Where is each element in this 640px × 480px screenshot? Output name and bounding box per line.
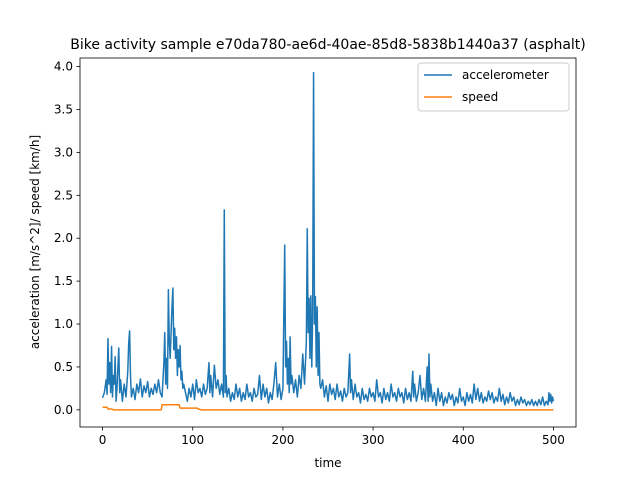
y-tick-label: 3.5 (54, 102, 73, 116)
series-line-accelerometer (101, 71, 555, 407)
y-axis-label: acceleration [m/s^2]/ speed [km/h] (28, 135, 42, 349)
legend-label-speed: speed (462, 90, 498, 104)
y-axis: 0.0 0.5 1.0 1.5 2.0 2.5 3.0 3.5 4.0 (54, 60, 80, 417)
y-tick-label: 2.0 (54, 231, 73, 245)
plot-frame (79, 57, 577, 428)
legend-label-accelerometer: accelerometer (462, 68, 549, 82)
plot-area (79, 57, 577, 428)
x-tick-label: 0 (99, 433, 107, 447)
y-tick-label: 2.5 (54, 188, 73, 202)
x-tick-label: 100 (181, 433, 204, 447)
y-tick-label: 1.0 (54, 317, 73, 331)
y-tick-label: 4.0 (54, 60, 73, 74)
x-tick-label: 200 (271, 433, 294, 447)
chart-title: Bike activity sample e70da780-ae6d-40ae-… (70, 37, 586, 53)
y-tick-label: 1.5 (54, 274, 73, 288)
y-tick-label: 0.5 (54, 360, 73, 374)
x-axis-label: time (314, 456, 341, 470)
x-tick-label: 300 (362, 433, 385, 447)
plot-background (80, 58, 576, 427)
x-tick-label: 500 (542, 433, 565, 447)
y-tick-label: 3.0 (54, 145, 73, 159)
series-group (101, 71, 555, 411)
x-tick-label: 400 (452, 433, 475, 447)
y-tick-label: 0.0 (54, 403, 73, 417)
series-line-speed (102, 403, 554, 411)
legend: accelerometer speed (417, 62, 570, 112)
legend-box (417, 62, 570, 112)
x-axis: 0 100 200 300 400 500 (99, 427, 565, 447)
